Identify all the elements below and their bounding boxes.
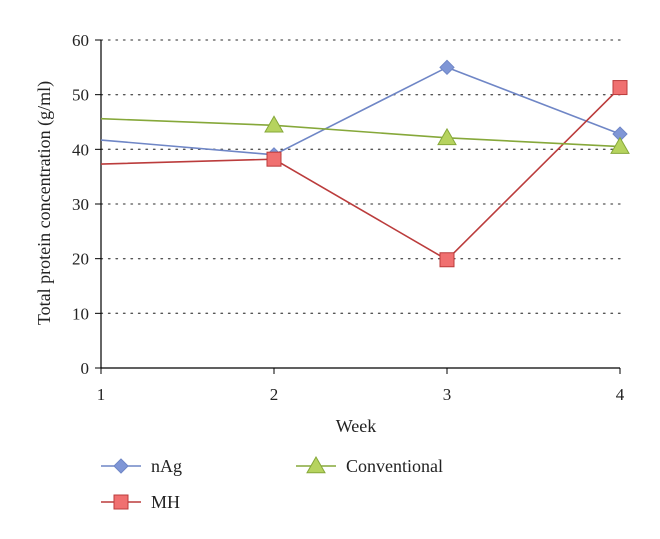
legend-marker xyxy=(306,455,326,474)
y-tick-label: 60 xyxy=(72,31,89,50)
y-tick-label: 30 xyxy=(72,195,89,214)
y-axis-title: Total protein concentration (g/ml) xyxy=(34,81,55,325)
x-tick-label: 3 xyxy=(443,385,452,404)
series-line xyxy=(100,66,621,156)
data-point xyxy=(437,127,457,146)
series-line xyxy=(100,117,621,148)
data-point xyxy=(264,115,284,133)
data-point xyxy=(266,151,282,167)
x-tick-label: 4 xyxy=(616,385,625,404)
legend-label: Conventional xyxy=(346,456,443,476)
data-point xyxy=(612,80,628,96)
y-tick-label: 0 xyxy=(81,359,90,378)
series-nag xyxy=(100,59,628,163)
y-tick-label: 40 xyxy=(72,140,89,159)
legend-item-nag: nAg xyxy=(101,456,182,476)
y-tick-label: 10 xyxy=(72,304,89,323)
legend-label: nAg xyxy=(151,456,182,476)
x-axis-title: Week xyxy=(336,416,377,436)
legend-item-conventional: Conventional xyxy=(296,455,443,476)
x-tick-labels: 1 2 3 4 xyxy=(97,368,625,404)
x-tick-label: 1 xyxy=(97,385,106,404)
series-conventional xyxy=(100,115,630,154)
y-tick-labels: 0 10 20 30 40 50 60 xyxy=(72,31,101,378)
data-point xyxy=(610,136,630,154)
legend-marker xyxy=(113,494,129,510)
grid xyxy=(100,39,621,314)
series-line xyxy=(100,86,621,261)
legend-item-mh: MH xyxy=(101,492,180,512)
legend-label: MH xyxy=(151,492,180,512)
y-tick-label: 20 xyxy=(72,250,89,269)
axes xyxy=(100,40,620,369)
x-tick-label: 2 xyxy=(270,385,279,404)
y-tick-label: 50 xyxy=(72,86,89,105)
data-point xyxy=(439,252,455,268)
data-point xyxy=(439,59,455,76)
series xyxy=(100,59,630,268)
legend: nAg MH Conventional xyxy=(101,455,443,512)
legend-marker xyxy=(113,458,129,474)
series-mh xyxy=(100,80,628,268)
